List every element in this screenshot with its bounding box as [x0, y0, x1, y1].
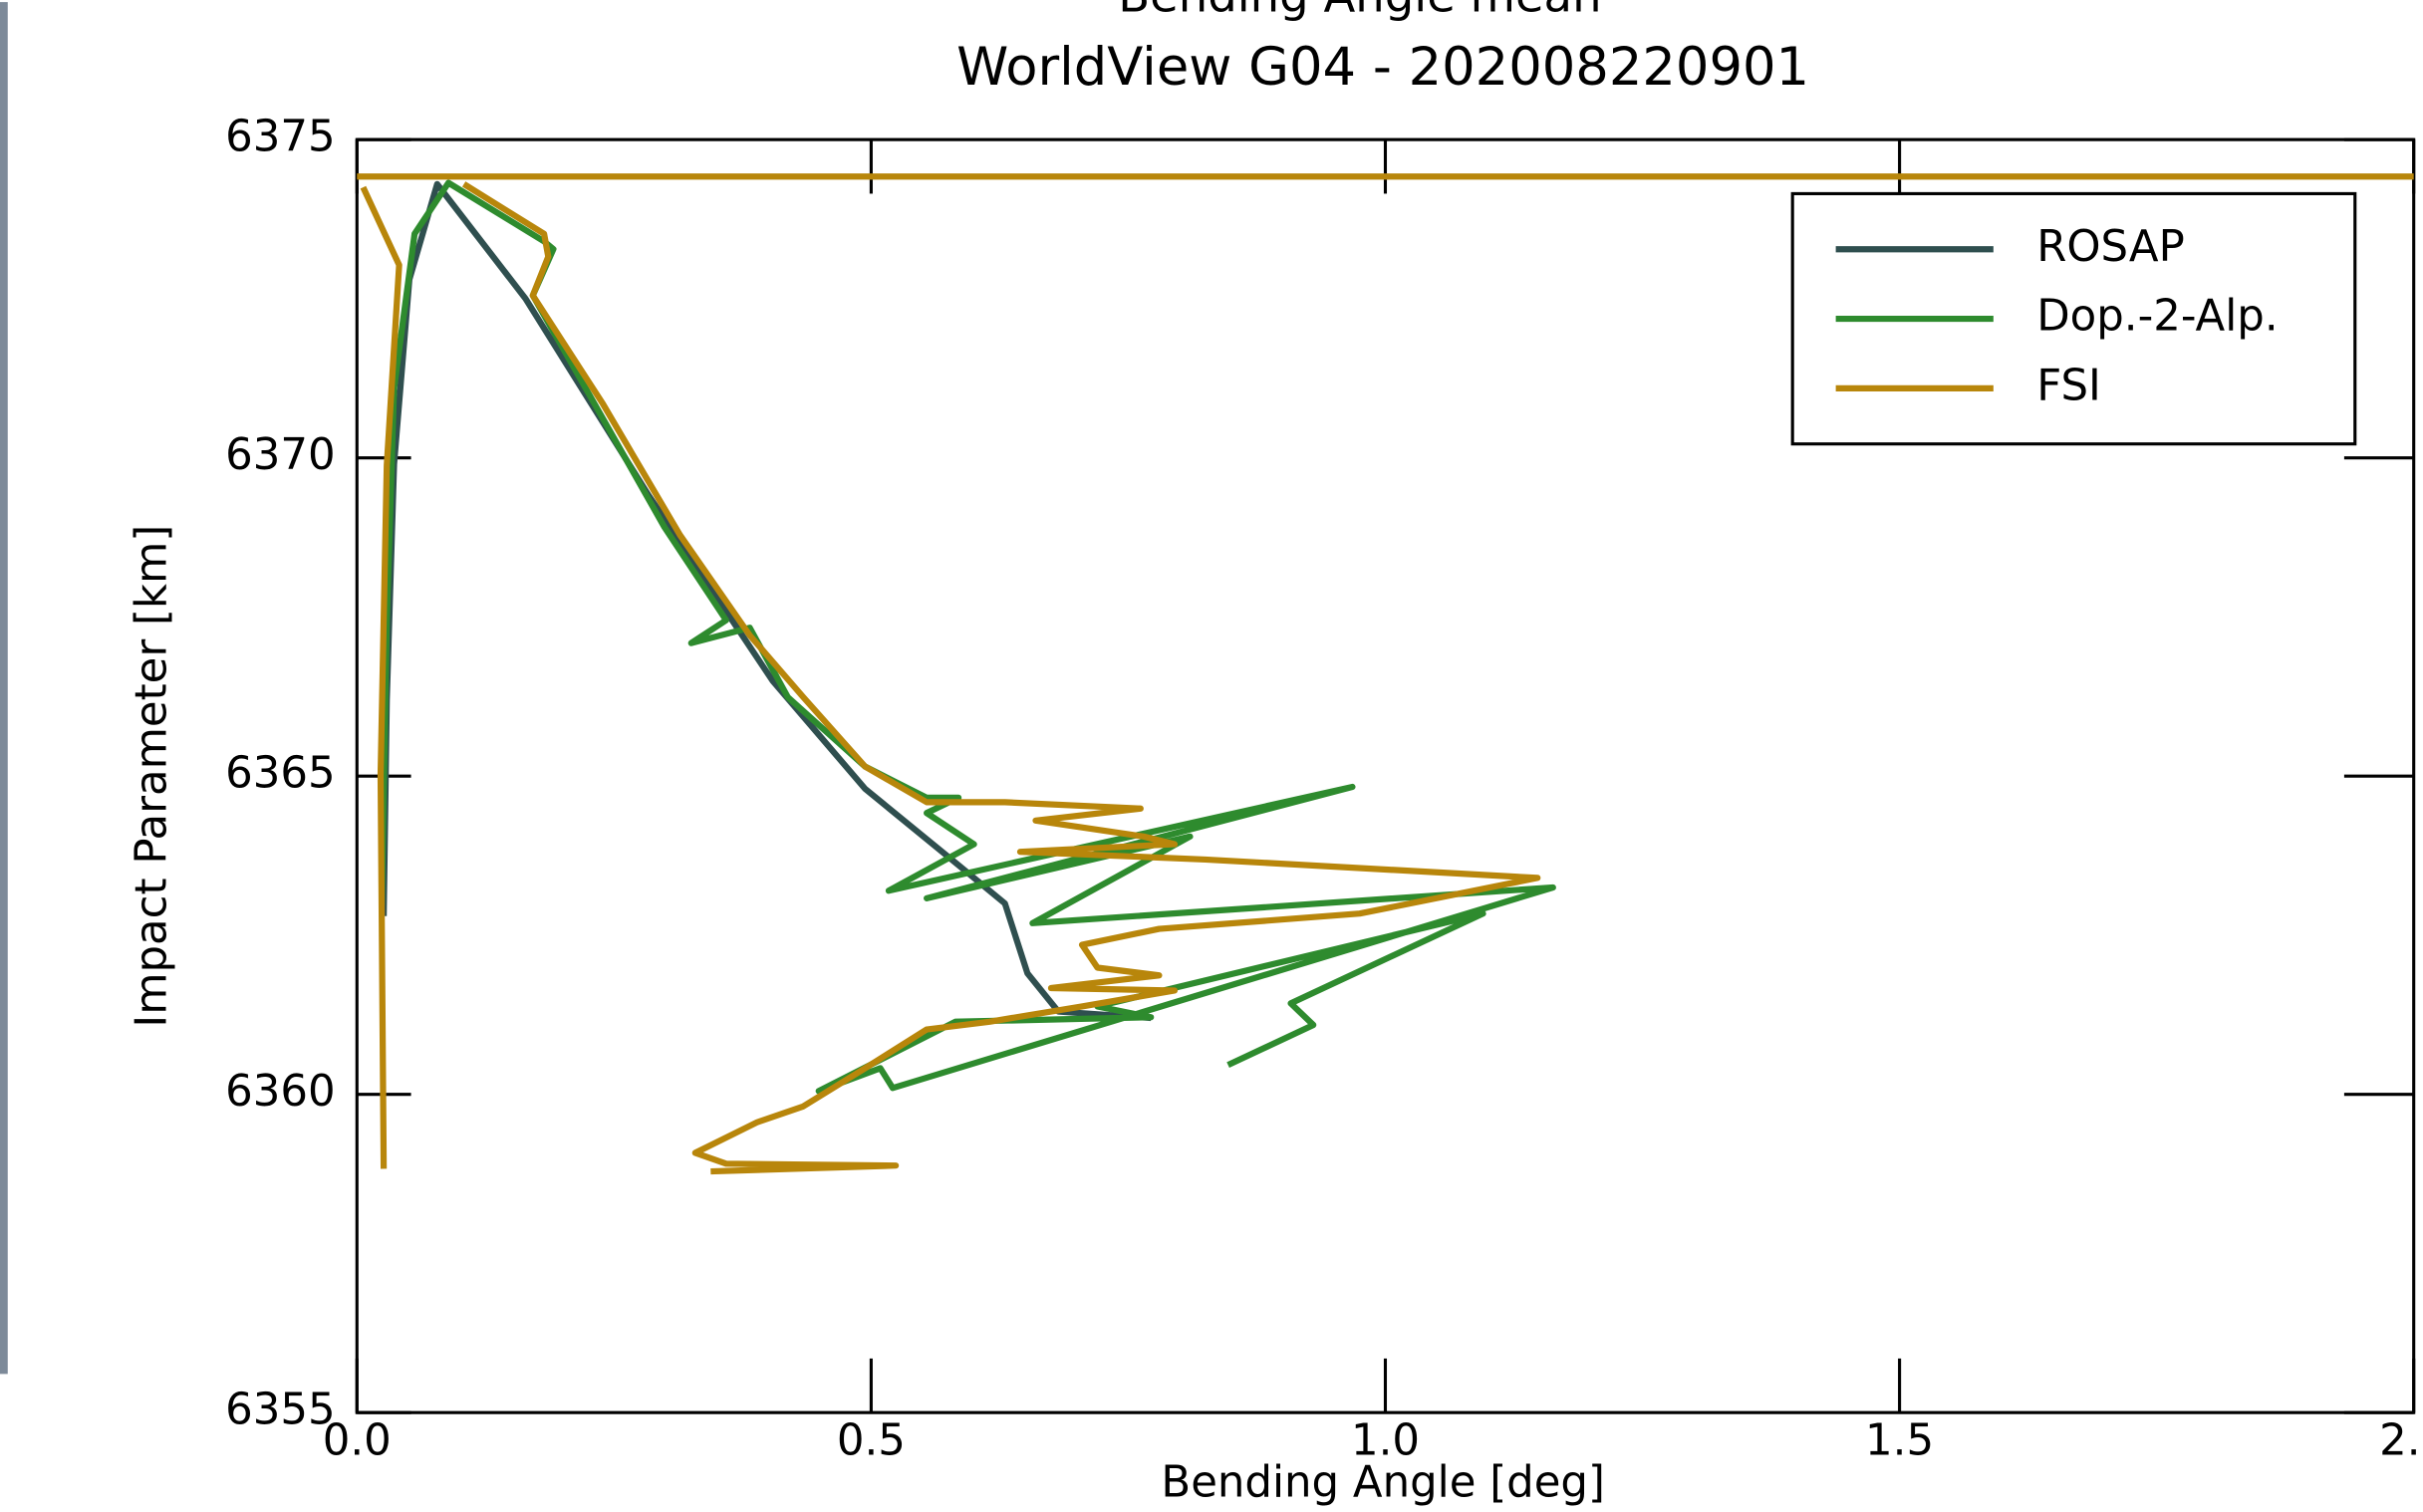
- chart-title: WorldView G04 - 202008220901: [956, 37, 1809, 98]
- plot-area: 0.0 0.5 1.0 1.5 2.0 6355 6360 6365 6370 6375 ROSAP…: [225, 113, 2423, 1466]
- x-axis-label: Bending Angle [deg]: [1161, 1458, 1604, 1508]
- x-tick-label: 1.0: [1351, 1416, 1420, 1466]
- background-strip: [0, 2, 8, 1375]
- y-axis-label: Impact Parameter [km]: [128, 525, 177, 1028]
- legend: ROSAP Dop.-2-Alp. FSI: [1790, 191, 2357, 446]
- y-tick-label: 6375: [225, 113, 335, 162]
- series-line: [379, 179, 1556, 1095]
- y-tick-label: 6365: [225, 749, 335, 799]
- series-line: [381, 180, 1152, 1022]
- chart-suptitle: Bending Angle mean: [1118, 0, 1601, 23]
- y-tick-label: 6360: [225, 1067, 335, 1117]
- series-line: [357, 173, 2414, 1175]
- legend-label: Dop.-2-Alp.: [2036, 292, 2278, 342]
- x-tick-label: 0.0: [323, 1416, 392, 1466]
- x-tick-label: 2.0: [2379, 1416, 2423, 1466]
- y-tick-label: 6355: [225, 1386, 335, 1435]
- x-tick-label: 1.5: [1865, 1416, 1934, 1466]
- legend-label: ROSAP: [2036, 222, 2185, 272]
- y-tick-label: 6370: [225, 430, 335, 480]
- x-tick-label: 0.5: [837, 1416, 906, 1466]
- legend-label: FSI: [2036, 361, 2101, 410]
